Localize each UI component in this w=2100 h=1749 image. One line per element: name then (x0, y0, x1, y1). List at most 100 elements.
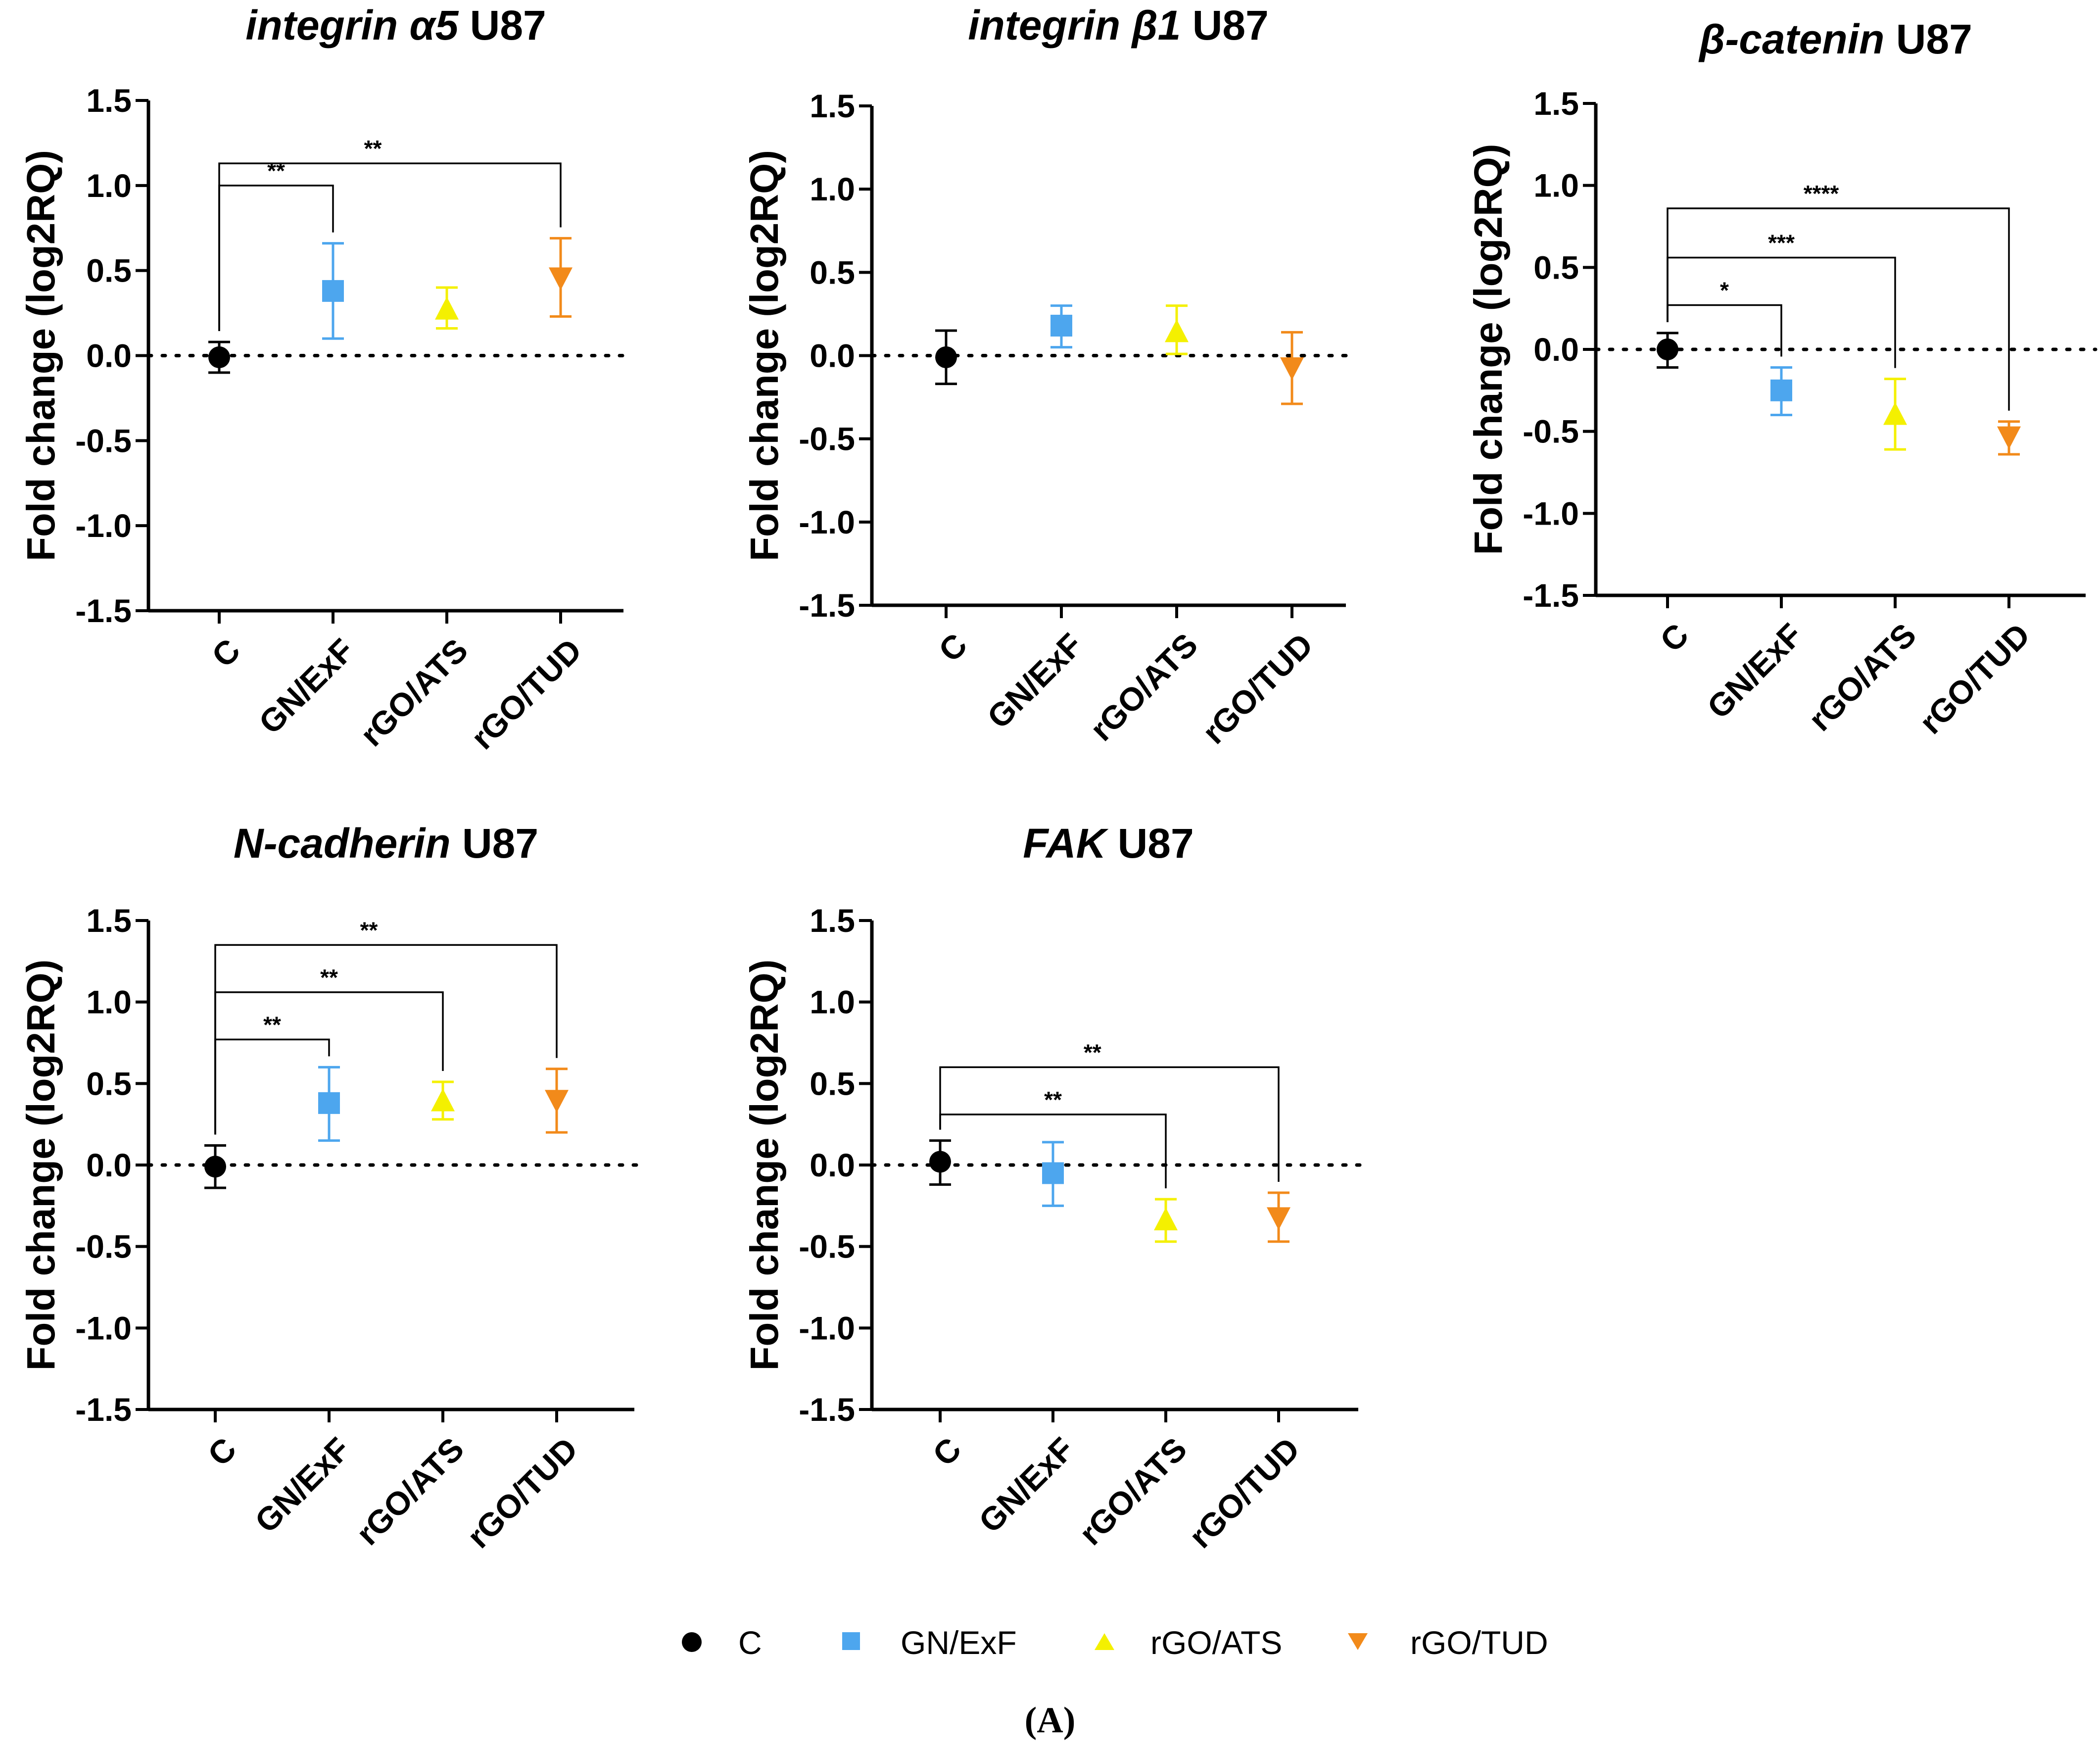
y-tick-label: 0.5 (86, 1065, 132, 1102)
panel-2: integrin β1 U87 1.5 1.0 0.5 0.0 -0.5 -1.0 -1.5 F… (742, 2, 1358, 751)
y-axis-title: Fold change (log2RQ) (742, 959, 786, 1370)
y-tick-label: -0.5 (799, 421, 855, 457)
y-tick-label: -1.5 (799, 587, 855, 624)
panel-5: FAK U87 1.5 1.0 0.5 0.0 -0.5 -1.0 -1.5 Fold chan… (742, 820, 1370, 1555)
x-category-label-rgo-ats: rGO/ATS (1083, 626, 1204, 748)
legend-marker-gn-exf (842, 1632, 860, 1650)
x-category-label-rgo-tud: rGO/TUD (1195, 626, 1320, 751)
legend-label-gn-exf: GN/ExF (901, 1624, 1017, 1661)
y-tick-label: -1.0 (75, 507, 132, 544)
data-point-c (204, 1156, 226, 1178)
panel-title: N-cadherin U87 (234, 820, 538, 867)
significance-label: ** (1084, 1039, 1101, 1065)
legend-marker-c (682, 1632, 702, 1652)
y-tick-label: 0.5 (86, 252, 132, 289)
panel-title-cell: U87 (458, 2, 546, 49)
y-tick-label: 0.0 (86, 338, 132, 374)
y-axis-title: Fold change (log2RQ) (1466, 144, 1510, 555)
y-tick-label: 1.5 (810, 902, 855, 939)
panel-title-cell: U87 (451, 820, 538, 867)
data-point-rgo-ats (1154, 1207, 1178, 1230)
x-category-label-gn-exf: GN/ExF (972, 1430, 1081, 1540)
legend-label-rgo-tud: rGO/TUD (1410, 1624, 1548, 1661)
x-category-label-rgo-tud: rGO/TUD (1912, 616, 2037, 741)
panel-title-cell: U87 (1181, 2, 1268, 49)
data-point-c (1657, 339, 1678, 360)
significance-bracket (939, 1066, 1280, 1182)
y-tick-label: 0.5 (810, 1065, 855, 1102)
panel-1: integrin α5 U87 1.5 1.0 0.5 0.0 -0.5 -1.0 -1.5 F… (19, 2, 635, 756)
data-point-rgo-ats (1883, 402, 1907, 425)
significance-label: ** (263, 1012, 281, 1037)
y-tick-label: -1.5 (799, 1391, 855, 1428)
panel-title: integrin α5 U87 (245, 2, 546, 49)
x-category-label-rgo-ats: rGO/ATS (1072, 1430, 1193, 1552)
data-point-gn-exf (1042, 1162, 1064, 1184)
significance-label: **** (1804, 181, 1839, 206)
y-tick-label: -1.0 (1523, 495, 1579, 532)
data-point-rgo-tud (1997, 426, 2021, 449)
data-point-rgo-ats (1165, 319, 1189, 342)
legend-marker-rgo-tud (1348, 1633, 1368, 1650)
x-category-label-rgo-ats: rGO/ATS (1801, 616, 1923, 738)
significance-bracket (218, 162, 562, 332)
panel-title: FAK U87 (1023, 820, 1193, 867)
x-category-label-gn-exf: GN/ExF (980, 626, 1090, 735)
data-point-rgo-ats (431, 1088, 455, 1112)
data-point-gn-exf (318, 1092, 340, 1114)
data-point-c (208, 346, 230, 368)
y-tick-label: 0.0 (810, 1147, 855, 1183)
x-category-label-rgo-ats: rGO/ATS (353, 632, 475, 753)
x-category-label-rgo-tud: rGO/TUD (464, 632, 588, 756)
y-tick-label: -0.5 (799, 1228, 855, 1265)
y-tick-label: -1.0 (799, 1310, 855, 1346)
panel-title-gene: integrin α5 (245, 2, 459, 49)
data-point-rgo-tud (1267, 1207, 1290, 1230)
x-category-label-rgo-tud: rGO/TUD (1182, 1430, 1306, 1555)
y-tick-label: 1.0 (810, 984, 855, 1020)
y-tick-label: 0.0 (810, 338, 855, 374)
panel-title-gene: β-catenin (1698, 16, 1884, 62)
y-tick-label: 1.5 (86, 82, 132, 119)
data-point-rgo-ats (435, 296, 459, 320)
x-category-label-rgo-tud: rGO/TUD (460, 1430, 584, 1555)
panel-title-gene: FAK (1023, 820, 1108, 867)
x-category-label-c: C (1653, 616, 1695, 659)
panel-title: integrin β1 U87 (968, 2, 1269, 49)
significance-label: ** (364, 136, 382, 161)
y-tick-label: 0.5 (1533, 249, 1579, 286)
significance-label: ** (360, 917, 378, 943)
x-category-label-rgo-ats: rGO/ATS (349, 1430, 471, 1552)
panel-title-gene: N-cadherin (234, 820, 451, 867)
y-tick-label: 0.5 (810, 254, 855, 291)
y-tick-label: -0.5 (1523, 413, 1579, 450)
data-point-gn-exf (322, 280, 344, 302)
significance-bracket (214, 1038, 330, 1135)
x-category-label-c: C (204, 632, 247, 674)
x-category-label-c: C (931, 626, 974, 669)
y-tick-label: 1.0 (86, 167, 132, 204)
panel-title-cell: U87 (1884, 16, 1972, 62)
y-tick-label: 0.0 (86, 1147, 132, 1183)
x-category-label-c: C (200, 1430, 243, 1473)
y-tick-label: -0.5 (75, 422, 132, 459)
data-point-c (929, 1151, 951, 1173)
legend: C GN/ExF rGO/ATS rGO/TUD (682, 1624, 1548, 1661)
y-tick-label: -1.5 (75, 1391, 132, 1428)
data-point-rgo-tud (549, 267, 573, 291)
data-point-gn-exf (1770, 379, 1792, 401)
figure-label: (A) (1025, 1700, 1076, 1741)
data-point-rgo-tud (545, 1090, 569, 1113)
significance-label: ** (267, 158, 285, 184)
legend-label-rgo-ats: rGO/ATS (1150, 1624, 1282, 1661)
y-axis-title: Fold change (log2RQ) (19, 959, 63, 1370)
y-tick-label: -1.5 (75, 592, 132, 629)
y-tick-label: 1.0 (1533, 167, 1579, 204)
panel-title-cell: U87 (1106, 820, 1193, 867)
significance-label: ** (320, 965, 338, 990)
data-point-c (935, 346, 957, 368)
y-tick-label: -1.5 (1523, 577, 1579, 614)
panel-4: N-cadherin U87 1.5 1.0 0.5 0.0 -0.5 -1.0 -1.5 Fo… (19, 820, 646, 1555)
data-point-gn-exf (1050, 314, 1072, 337)
